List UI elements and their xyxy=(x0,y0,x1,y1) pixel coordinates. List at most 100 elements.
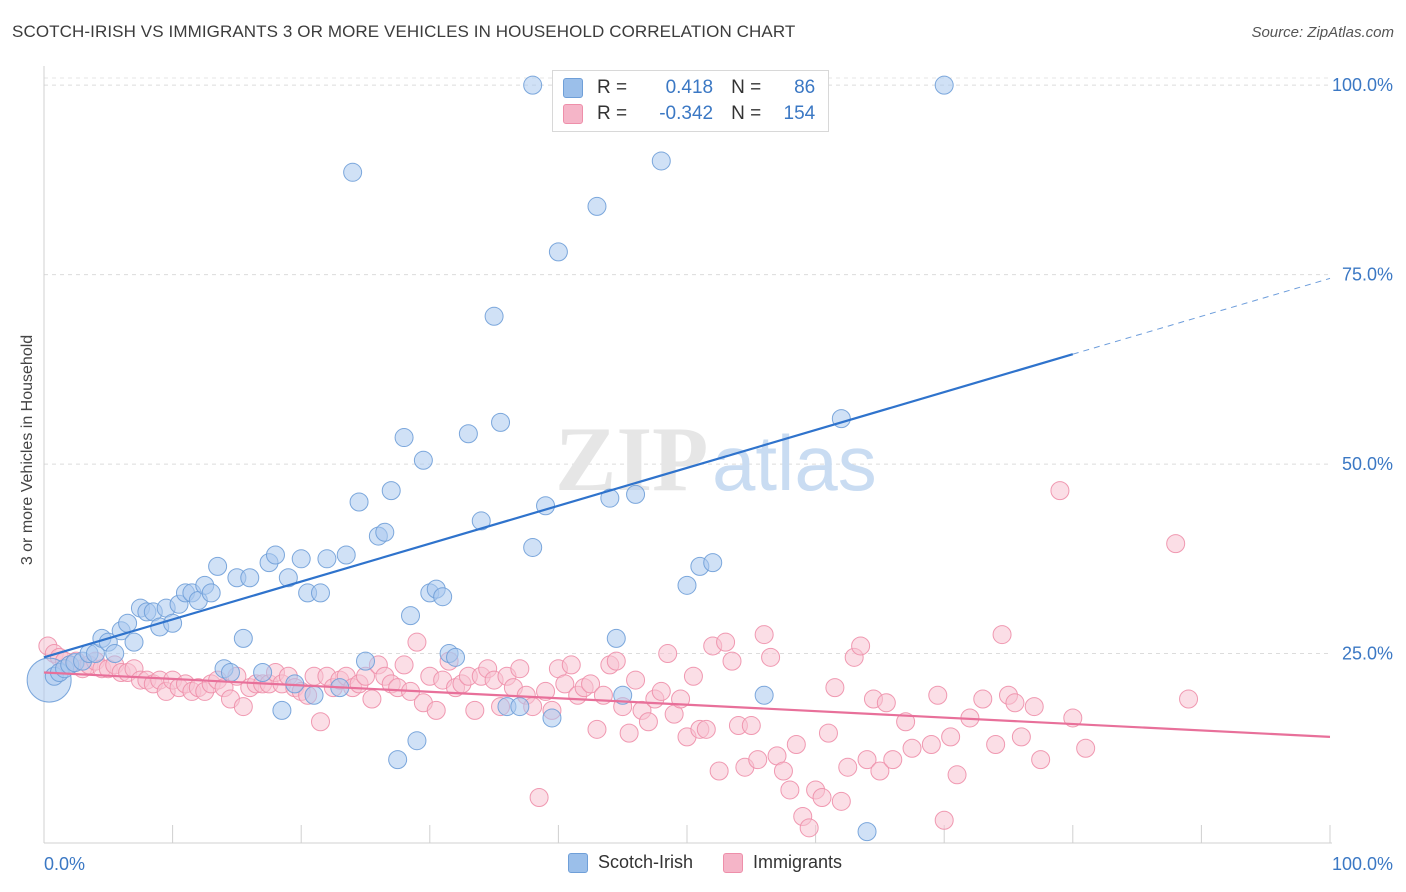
data-point xyxy=(105,644,125,664)
data-point xyxy=(471,511,491,531)
data-point xyxy=(986,734,1006,754)
data-point xyxy=(677,575,697,595)
legend-n-label: N = xyxy=(731,77,762,98)
y-tick-label: 100.0% xyxy=(1332,75,1393,95)
watermark: ZIP atlas xyxy=(555,408,877,510)
data-point xyxy=(825,678,845,698)
data-point xyxy=(870,761,890,781)
data-point xyxy=(208,556,228,576)
data-point xyxy=(780,780,800,800)
data-point xyxy=(401,606,421,626)
trend-line xyxy=(43,353,1074,659)
data-point xyxy=(118,613,138,633)
data-point xyxy=(638,712,658,732)
data-point xyxy=(876,693,896,713)
legend-n-value: 154 xyxy=(783,103,816,124)
y-tick-label: 75.0% xyxy=(1342,265,1393,285)
data-point xyxy=(426,700,446,720)
data-point xyxy=(600,488,620,508)
data-point xyxy=(928,685,948,705)
y-tick-label: 25.0% xyxy=(1342,644,1393,664)
data-point xyxy=(253,662,273,682)
data-point xyxy=(626,484,646,504)
data-point xyxy=(362,689,382,709)
legend-n-label: N = xyxy=(731,103,762,124)
data-point xyxy=(851,636,871,656)
data-point xyxy=(536,681,556,701)
data-point xyxy=(786,734,806,754)
data-point xyxy=(1166,534,1186,554)
data-point xyxy=(394,428,414,448)
data-point xyxy=(491,412,511,432)
data-point xyxy=(799,818,819,838)
data-point xyxy=(831,791,851,811)
tick-labels: 25.0% 50.0% 75.0% 100.0% 0.0% 100.0% xyxy=(44,75,1393,874)
bottom-legend: Scotch-Irish Immigrants xyxy=(568,852,872,873)
data-point xyxy=(510,659,530,679)
data-point xyxy=(606,651,626,671)
data-point xyxy=(703,553,723,573)
data-point xyxy=(1179,689,1199,709)
legend-row-immigrants: R = -0.342 N = 154 xyxy=(563,101,815,127)
data-point xyxy=(716,632,736,652)
data-point xyxy=(561,655,581,675)
data-point xyxy=(857,750,877,770)
data-point xyxy=(619,723,639,743)
data-point xyxy=(761,647,781,667)
data-point xyxy=(696,719,716,739)
data-point xyxy=(388,750,408,770)
data-point xyxy=(921,734,941,754)
bottom-legend-swatch-immigrants xyxy=(723,852,744,873)
trend-line-extension xyxy=(1072,277,1331,355)
data-point xyxy=(883,750,903,770)
data-point xyxy=(272,700,292,720)
bottom-legend-label: Scotch-Irish xyxy=(598,852,694,872)
data-point xyxy=(683,666,703,686)
data-point xyxy=(947,765,967,785)
data-point xyxy=(1063,708,1083,728)
data-point xyxy=(542,708,562,728)
data-point xyxy=(265,545,285,565)
data-point xyxy=(1076,738,1096,758)
legend-row-scotch-irish: R = 0.418 N = 86 xyxy=(563,75,815,101)
gridlines xyxy=(44,77,1332,655)
data-point xyxy=(1031,750,1051,770)
data-point xyxy=(407,632,427,652)
data-point xyxy=(896,712,916,732)
data-point xyxy=(458,424,478,444)
data-point xyxy=(356,651,375,671)
legend-n-value: 86 xyxy=(794,77,816,98)
data-point xyxy=(278,568,298,588)
data-point xyxy=(394,655,414,675)
data-point xyxy=(1024,697,1044,717)
data-point xyxy=(349,492,369,512)
series-immigrants xyxy=(38,481,1199,838)
watermark-atlas: atlas xyxy=(712,419,877,507)
data-point xyxy=(523,75,543,95)
data-point xyxy=(304,685,324,705)
data-point xyxy=(709,761,729,781)
data-point xyxy=(722,651,742,671)
data-point xyxy=(220,662,240,682)
series-scotch-irish xyxy=(26,75,954,842)
data-point xyxy=(773,761,793,781)
data-point xyxy=(587,196,607,216)
data-point xyxy=(413,450,433,470)
data-point xyxy=(754,685,774,705)
data-point xyxy=(1050,481,1070,501)
source-label: Source: ZipAtlas.com xyxy=(1251,24,1394,41)
legend-r-label: R = xyxy=(597,103,628,124)
legend-swatch-scotch-irish xyxy=(563,78,583,98)
data-point xyxy=(407,731,427,751)
data-point xyxy=(555,674,575,694)
data-point xyxy=(233,628,253,648)
data-point xyxy=(446,647,466,667)
data-point xyxy=(1011,727,1031,747)
data-point xyxy=(748,750,768,770)
data-point xyxy=(375,522,395,542)
data-point xyxy=(433,587,453,607)
legend-swatch-immigrants xyxy=(563,104,583,124)
data-point xyxy=(233,697,253,717)
data-point xyxy=(581,674,601,694)
